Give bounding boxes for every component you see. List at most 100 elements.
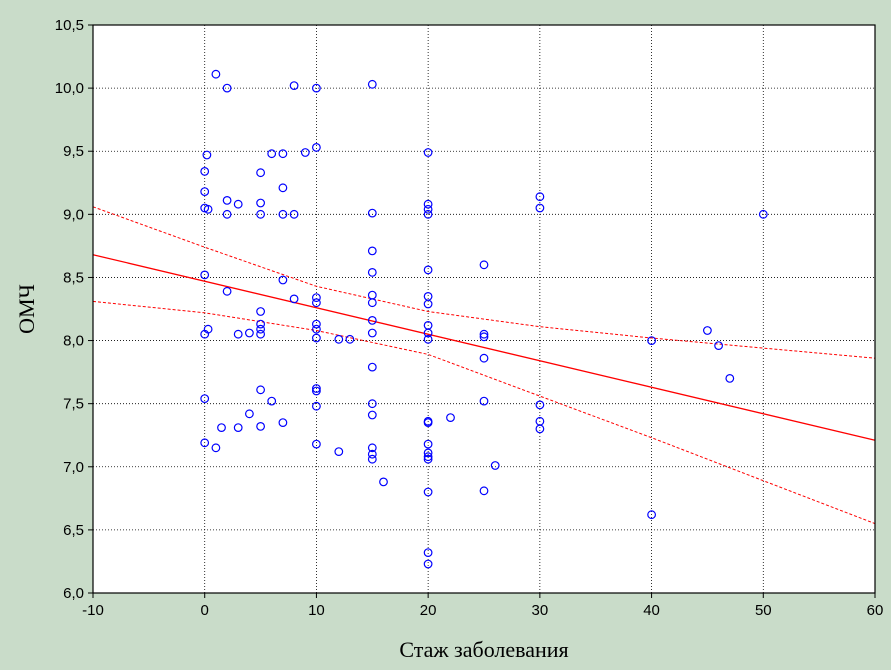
data-point bbox=[535, 416, 545, 426]
data-point bbox=[367, 290, 377, 300]
data-point bbox=[312, 401, 321, 411]
x-tick-label: 60 bbox=[867, 602, 884, 619]
data-point bbox=[312, 324, 321, 334]
y-tick-label: 7,0 bbox=[63, 459, 84, 476]
data-point bbox=[312, 333, 321, 343]
data-point bbox=[423, 452, 433, 462]
x-tick-label: 10 bbox=[308, 602, 325, 619]
data-point bbox=[367, 268, 377, 277]
data-point bbox=[289, 294, 299, 304]
data-point bbox=[200, 166, 210, 176]
y-axis-title: ОМЧ bbox=[14, 284, 39, 334]
data-point bbox=[479, 396, 489, 406]
data-point bbox=[423, 559, 433, 569]
data-point bbox=[423, 439, 433, 449]
confidence-band-lower bbox=[92, 300, 876, 525]
data-point bbox=[233, 329, 243, 339]
data-point bbox=[256, 385, 266, 395]
data-point bbox=[423, 265, 433, 275]
data-point bbox=[479, 486, 489, 496]
data-point bbox=[367, 208, 377, 218]
data-point bbox=[423, 416, 433, 426]
data-point bbox=[725, 374, 735, 383]
regression-line-group bbox=[92, 254, 876, 441]
x-axis-ticks: -10 0 10 20 30 40 50 60 bbox=[82, 593, 883, 619]
data-point bbox=[222, 83, 232, 93]
data-point bbox=[267, 149, 277, 159]
data-point bbox=[367, 79, 377, 89]
data-point bbox=[703, 326, 712, 335]
data-point bbox=[367, 246, 377, 256]
data-point bbox=[312, 439, 321, 449]
y-axis-ticks: 6,0 6,5 7,0 7,5 8,0 8,5 9,0 9,5 10,0 10,5 bbox=[55, 17, 93, 602]
data-point bbox=[267, 396, 277, 406]
y-tick-label: 6,5 bbox=[63, 522, 84, 539]
confidence-band-upper bbox=[92, 206, 876, 359]
y-tick-label: 6,0 bbox=[63, 585, 84, 602]
y-tick-label: 9,0 bbox=[63, 206, 84, 223]
data-point bbox=[535, 203, 545, 213]
data-point bbox=[312, 142, 321, 152]
x-axis-title: Стаж заболевания bbox=[399, 637, 568, 662]
data-point bbox=[217, 423, 226, 433]
data-point bbox=[758, 209, 768, 219]
data-point bbox=[423, 548, 433, 557]
data-point bbox=[289, 81, 299, 90]
data-point bbox=[446, 413, 455, 423]
data-points bbox=[200, 69, 768, 569]
y-tick-label: 10,5 bbox=[55, 17, 84, 34]
data-point bbox=[312, 319, 321, 329]
data-point bbox=[367, 443, 377, 453]
data-point bbox=[423, 334, 433, 344]
data-point bbox=[647, 510, 656, 520]
data-point bbox=[479, 353, 489, 363]
data-point bbox=[200, 394, 210, 404]
data-point bbox=[423, 209, 433, 219]
data-point bbox=[256, 422, 266, 431]
data-point bbox=[423, 321, 433, 330]
data-point bbox=[423, 292, 433, 301]
data-point bbox=[312, 83, 321, 93]
data-point bbox=[244, 409, 254, 419]
plot-frame bbox=[92, 24, 876, 594]
data-point bbox=[423, 487, 433, 497]
regression-line bbox=[92, 254, 876, 441]
data-point bbox=[200, 270, 210, 280]
data-point bbox=[244, 328, 254, 338]
data-point bbox=[423, 448, 433, 458]
y-tick-label: 8,0 bbox=[63, 333, 84, 350]
plot-area bbox=[93, 25, 875, 593]
data-point bbox=[233, 423, 243, 433]
data-point bbox=[423, 454, 433, 464]
y-tick-label: 10,0 bbox=[55, 80, 84, 97]
data-point bbox=[312, 384, 321, 393]
data-point bbox=[200, 187, 210, 197]
data-point bbox=[379, 477, 388, 487]
data-point bbox=[423, 204, 433, 214]
x-tick-label: 40 bbox=[643, 602, 660, 619]
confidence-bands bbox=[92, 206, 876, 525]
data-point bbox=[479, 260, 489, 270]
data-point bbox=[490, 461, 500, 470]
data-point bbox=[423, 199, 433, 209]
x-tick-label: -10 bbox=[82, 602, 104, 619]
y-tick-label: 7,5 bbox=[63, 396, 84, 413]
data-point bbox=[256, 324, 266, 334]
data-point bbox=[256, 198, 266, 208]
data-point bbox=[479, 329, 489, 339]
x-tick-label: 30 bbox=[532, 602, 549, 619]
data-point bbox=[535, 192, 545, 202]
data-point bbox=[647, 336, 656, 346]
data-point bbox=[367, 454, 377, 464]
data-point bbox=[256, 307, 266, 316]
data-point bbox=[479, 332, 489, 342]
data-point bbox=[222, 286, 232, 296]
y-tick-label: 8,5 bbox=[63, 269, 84, 286]
data-point bbox=[278, 149, 288, 159]
data-point bbox=[345, 334, 355, 344]
data-point bbox=[211, 443, 221, 453]
data-point bbox=[367, 316, 377, 325]
data-point bbox=[367, 449, 377, 459]
data-point bbox=[222, 195, 232, 205]
